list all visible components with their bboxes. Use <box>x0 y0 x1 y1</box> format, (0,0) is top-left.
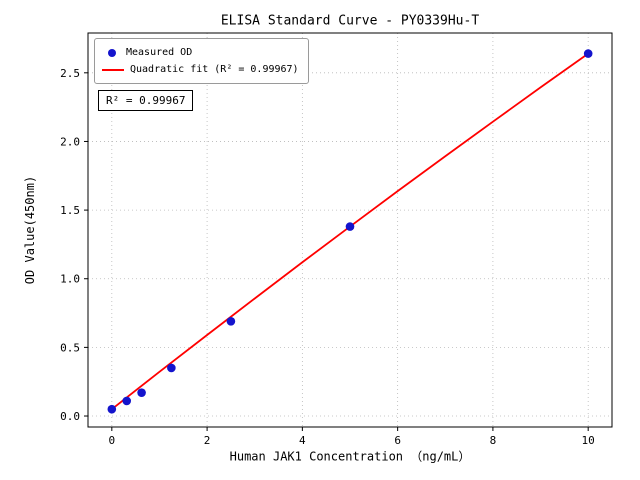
measured-od-point <box>167 363 176 373</box>
measured-od-point <box>345 222 355 231</box>
x-tick-label: 4 <box>299 434 306 447</box>
y-tick-label: 2.5 <box>60 67 80 80</box>
r-squared-annotation: R² = 0.99967 <box>98 90 194 111</box>
legend-entry-quadratic-fit: Quadratic fit (R² = 0.99967) <box>102 61 299 78</box>
x-tick-label: 10 <box>582 434 595 447</box>
quadratic-fit-line-icon <box>102 68 124 71</box>
y-tick-label: 1.0 <box>60 273 80 286</box>
chart-title: ELISA Standard Curve - PY0339Hu-T <box>220 13 480 29</box>
y-tick-label: 2.0 <box>60 135 80 148</box>
y-tick-label: 0.5 <box>60 341 80 354</box>
measured-od-point <box>583 49 593 58</box>
y-axis-label: OD Value(450nm) <box>23 175 37 285</box>
measured-od-point <box>137 388 146 397</box>
x-tick-label: 0 <box>109 434 116 447</box>
legend-label-quadratic-fit: Quadratic fit (R² = 0.99967) <box>130 64 299 75</box>
x-axis-label: Human JAK1 Concentration （ng/mL） <box>229 449 471 464</box>
y-tick-label: 0.0 <box>60 410 80 423</box>
x-tick-label: 6 <box>394 434 401 447</box>
measured-od-marker-icon <box>108 48 116 57</box>
legend-label-measured-od: Measured OD <box>126 47 193 58</box>
y-tick-label: 1.5 <box>60 204 80 217</box>
legend-entry-measured-od: Measured OD <box>102 44 299 61</box>
measured-od-point <box>107 404 117 414</box>
legend: Measured OD Quadratic fit (R² = 0.99967) <box>94 38 309 84</box>
axes-frame <box>87 32 613 428</box>
x-tick-label: 2 <box>204 434 211 447</box>
measured-od-point <box>226 316 236 326</box>
measured-od-point <box>122 396 132 406</box>
x-tick-label: 8 <box>490 434 497 447</box>
